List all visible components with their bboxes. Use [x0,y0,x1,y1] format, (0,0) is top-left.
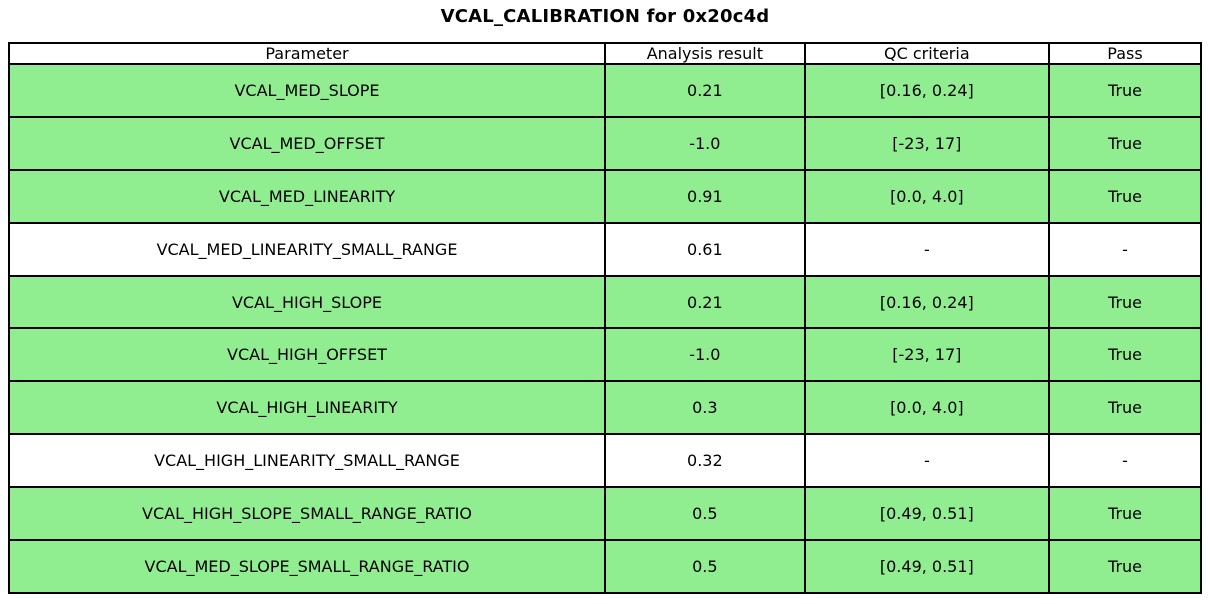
cell-pass: True [1048,115,1202,171]
column-header-analysis-result: Analysis result [604,42,806,65]
cell-qc-criteria: [-23, 17] [803,115,1051,171]
cell-analysis-result: 0.5 [604,539,806,594]
cell-analysis-result: 0.5 [604,486,806,542]
cell-qc-criteria: [0.16, 0.24] [803,274,1051,330]
cell-parameter: VCAL_MED_OFFSET [8,115,606,171]
table-row: VCAL_HIGH_LINEARITY_SMALL_RANGE 0.32- - [8,433,1202,489]
cell-analysis-result: 0.21 [604,274,806,330]
cell-pass: - [1048,433,1202,489]
figure-title: VCAL_CALIBRATION for 0x20c4d [440,6,770,27]
cell-pass: True [1048,486,1202,542]
table-row: VCAL_HIGH_OFFSET -1.0 [-23, 17] True [8,327,1202,383]
cell-parameter: VCAL_HIGH_LINEARITY_SMALL_RANGE [8,433,606,489]
table-row: VCAL_MED_SLOPE 0.21 [0.16, 0.24] True [8,63,1202,118]
table-row: VCAL_HIGH_SLOPE_SMALL_RANGE_RATIO 0.5 [0.4… [8,486,1202,542]
cell-parameter: VCAL_HIGH_SLOPE_SMALL_RANGE_RATIO [8,486,606,542]
cell-parameter: VCAL_MED_SLOPE_SMALL_RANGE_RATIO [8,539,606,594]
cell-analysis-result: -1.0 [604,327,806,383]
table-row: VCAL_MED_SLOPE_SMALL_RANGE_RATIO 0.5 [0.49… [8,539,1202,594]
cell-qc-criteria: - [803,221,1051,277]
table-header: Parameter Analysis result QC criteria Pass [8,42,1202,65]
cell-qc-criteria: - [803,433,1051,489]
cell-analysis-result: 0.32 [604,433,806,489]
cell-qc-criteria: [-23, 17] [803,327,1051,383]
cell-qc-criteria: [0.49, 0.51] [803,486,1051,542]
cell-pass: True [1048,539,1202,594]
cell-parameter: VCAL_HIGH_SLOPE [8,274,606,330]
cell-analysis-result: 0.21 [604,63,806,118]
cell-parameter: VCAL_HIGH_LINEARITY [8,380,606,436]
cell-pass: - [1048,221,1202,277]
table-body: VCAL_MED_SLOPE 0.21 [0.16, 0.24] True VCAL_M… [8,63,1202,594]
cell-pass: True [1048,327,1202,383]
cell-pass: True [1048,274,1202,330]
cell-analysis-result: 0.91 [604,168,806,224]
cell-parameter: VCAL_MED_SLOPE [8,63,606,118]
cell-qc-criteria: [0.0, 4.0] [803,168,1051,224]
cell-pass: True [1048,63,1202,118]
header-row: Parameter Analysis result QC criteria Pass [8,42,1202,65]
column-header-qc-criteria: QC criteria [803,42,1051,65]
cell-parameter: VCAL_MED_LINEARITY_SMALL_RANGE [8,221,606,277]
qc-table: Parameter Analysis result QC criteria Pass … [8,42,1202,594]
cell-analysis-result: -1.0 [604,115,806,171]
cell-qc-criteria: [0.16, 0.24] [803,63,1051,118]
table-row: VCAL_MED_LINEARITY 0.91 [0.0, 4.0] True [8,168,1202,224]
cell-qc-criteria: [0.49, 0.51] [803,539,1051,594]
cell-pass: True [1048,380,1202,436]
cell-pass: True [1048,168,1202,224]
table-row: VCAL_HIGH_LINEARITY 0.3 [0.0, 4.0] True [8,380,1202,436]
table-row: VCAL_MED_LINEARITY_SMALL_RANGE 0.61- - [8,221,1202,277]
cell-parameter: VCAL_MED_LINEARITY [8,168,606,224]
cell-qc-criteria: [0.0, 4.0] [803,380,1051,436]
cell-parameter: VCAL_HIGH_OFFSET [8,327,606,383]
table-row: VCAL_HIGH_SLOPE 0.21 [0.16, 0.24] True [8,274,1202,330]
column-header-parameter: Parameter [8,42,606,65]
cell-analysis-result: 0.3 [604,380,806,436]
cell-analysis-result: 0.61 [604,221,806,277]
column-header-pass: Pass [1048,42,1202,65]
table-row: VCAL_MED_OFFSET -1.0 [-23, 17] True [8,115,1202,171]
